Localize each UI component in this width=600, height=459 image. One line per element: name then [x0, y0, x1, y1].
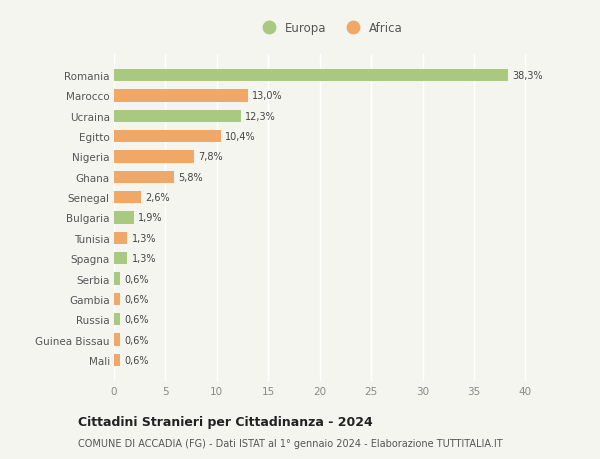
Text: Cittadini Stranieri per Cittadinanza - 2024: Cittadini Stranieri per Cittadinanza - 2…: [78, 415, 373, 428]
Text: 7,8%: 7,8%: [199, 152, 223, 162]
Bar: [114, 151, 194, 163]
Text: 12,3%: 12,3%: [245, 112, 275, 122]
Text: 1,3%: 1,3%: [131, 233, 156, 243]
Bar: [114, 90, 248, 102]
Bar: [114, 313, 120, 325]
Text: 5,8%: 5,8%: [178, 173, 202, 182]
Bar: [114, 171, 173, 184]
Bar: [114, 334, 120, 346]
Text: 1,3%: 1,3%: [131, 254, 156, 263]
Bar: [114, 232, 127, 244]
Bar: [114, 192, 141, 204]
Text: 38,3%: 38,3%: [512, 71, 542, 81]
Text: COMUNE DI ACCADIA (FG) - Dati ISTAT al 1° gennaio 2024 - Elaborazione TUTTITALIA: COMUNE DI ACCADIA (FG) - Dati ISTAT al 1…: [78, 438, 503, 448]
Text: 0,6%: 0,6%: [124, 294, 149, 304]
Text: 13,0%: 13,0%: [252, 91, 283, 101]
Bar: [114, 354, 120, 366]
Text: 0,6%: 0,6%: [124, 355, 149, 365]
Legend: Europa, Africa: Europa, Africa: [253, 19, 407, 39]
Text: 0,6%: 0,6%: [124, 314, 149, 325]
Bar: [114, 273, 120, 285]
Bar: [114, 131, 221, 143]
Text: 10,4%: 10,4%: [225, 132, 256, 142]
Text: 0,6%: 0,6%: [124, 335, 149, 345]
Text: 2,6%: 2,6%: [145, 193, 169, 203]
Text: 1,9%: 1,9%: [137, 213, 162, 223]
Text: 0,6%: 0,6%: [124, 274, 149, 284]
Bar: [114, 252, 127, 265]
Bar: [114, 111, 241, 123]
Bar: [114, 212, 134, 224]
Bar: [114, 293, 120, 305]
Bar: [114, 70, 508, 82]
